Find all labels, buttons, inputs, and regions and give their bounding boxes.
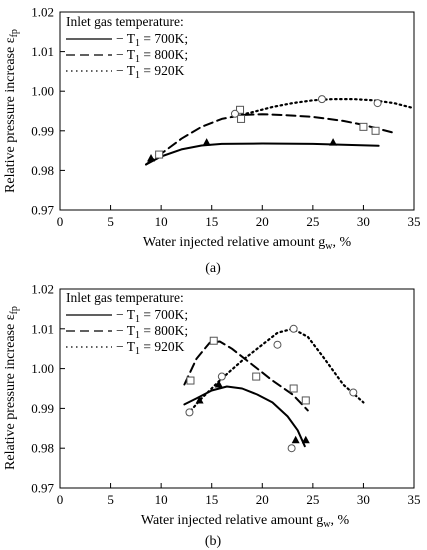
- legend-entry: − T1 = 800K;: [116, 47, 188, 65]
- legend-entry: − T1 = 920K: [116, 63, 185, 81]
- y-tick-label: 0.99: [31, 401, 54, 416]
- fit-line-dashed: [145, 113, 395, 166]
- square-marker: [252, 372, 261, 381]
- triangle-marker: [301, 435, 310, 444]
- fit-line-solid: [183, 385, 306, 448]
- circle-marker: [349, 388, 358, 397]
- x-tick-label: 5: [107, 492, 114, 507]
- y-tick-label: 1.01: [31, 321, 54, 336]
- y-axis-label-a: Relative pressure increase εfp: [3, 29, 20, 193]
- square-marker: [371, 126, 380, 135]
- y-tick-label: 0.99: [31, 123, 54, 138]
- x-tick-label: 10: [155, 214, 168, 229]
- y-tick-label: 1.00: [31, 84, 54, 99]
- y-axis-label-b: Relative pressure increase εfp: [3, 306, 20, 470]
- x-tick-label: 0: [57, 492, 64, 507]
- fit-line-solid: [145, 142, 380, 166]
- square-marker: [236, 105, 245, 114]
- triangle-marker: [291, 435, 300, 444]
- circle-marker: [273, 340, 282, 349]
- axis-ticks-a: 0 5 10 15 20 25 30 35 0.97 0.98 0.99 1.00 1.01 1.02: [31, 5, 420, 230]
- triangle-marker: [195, 395, 204, 404]
- square-marker: [209, 336, 218, 345]
- x-axis-label-a: Water injected relative amount gw, %: [143, 235, 352, 252]
- square-marker: [237, 114, 246, 123]
- x-tick-label: 35: [408, 214, 421, 229]
- y-tick-label: 1.01: [31, 44, 54, 59]
- legend-entry: − T1 = 800K;: [116, 323, 188, 341]
- square-marker: [359, 122, 368, 131]
- triangle-marker: [202, 138, 211, 146]
- square-marker: [301, 396, 310, 405]
- y-tick-label: 0.97: [31, 481, 54, 496]
- x-axis-label-b: Water injected relative amount gw, %: [141, 513, 350, 530]
- y-tick-label: 0.98: [31, 163, 54, 178]
- x-tick-label: 30: [357, 492, 370, 507]
- plot-frame-a: [59, 11, 415, 211]
- x-tick-label: 0: [57, 214, 64, 229]
- fit-line-dotted: [230, 97, 416, 119]
- x-tick-label: 25: [306, 492, 319, 507]
- legend-entry: − T1 = 700K;: [116, 31, 188, 49]
- y-tick-label: 0.98: [31, 441, 54, 456]
- circle-marker: [230, 109, 239, 118]
- square-marker: [186, 376, 195, 385]
- legend-title: Inlet gas temperature:: [66, 14, 184, 29]
- plot-frame-b: [59, 288, 415, 489]
- y-tick-label: 1.00: [31, 361, 54, 376]
- triangle-marker: [147, 154, 156, 162]
- fit-line-dashed: [183, 340, 309, 412]
- x-tick-label: 15: [205, 492, 218, 507]
- x-tick-label: 15: [205, 214, 218, 229]
- caption-b: (b): [205, 534, 222, 549]
- square-marker: [155, 150, 164, 159]
- x-tick-label: 20: [256, 214, 269, 229]
- legend-entry: − T1 = 700K;: [116, 307, 188, 325]
- axis-ticks-b: 0 5 10 15 20 25 30 35 0.97 0.98 0.99 1.00 1.01 1.02: [31, 282, 420, 508]
- legend-entry: − T1 = 920K: [116, 339, 185, 357]
- circle-marker: [185, 408, 194, 417]
- y-tick-label: 1.02: [31, 282, 54, 297]
- data-markers-a: [147, 95, 382, 162]
- circle-marker: [289, 324, 298, 333]
- y-tick-label: 0.97: [31, 203, 54, 218]
- y-tick-label: 1.02: [31, 5, 54, 20]
- circle-marker: [217, 372, 226, 381]
- legend-b: Inlet gas temperature:− T1 = 700K;− T1 =…: [66, 290, 188, 357]
- fit-curves-b: [183, 327, 365, 448]
- panel-a: 0 5 10 15 20 25 30 35 0.97 0.98 0.99 1.00 1.01 1.02 I…: [3, 5, 421, 277]
- x-tick-label: 30: [357, 214, 370, 229]
- circle-marker: [287, 444, 296, 453]
- triangle-marker: [329, 138, 338, 146]
- x-tick-label: 20: [256, 492, 269, 507]
- x-tick-label: 35: [408, 492, 421, 507]
- x-tick-label: 10: [155, 492, 168, 507]
- data-markers-b: [185, 324, 358, 453]
- x-tick-label: 5: [107, 214, 114, 229]
- legend-title: Inlet gas temperature:: [66, 290, 184, 305]
- caption-a: (a): [205, 261, 221, 276]
- circle-marker: [373, 99, 382, 108]
- x-tick-label: 25: [306, 214, 319, 229]
- circle-marker: [317, 95, 326, 104]
- triangle-marker: [214, 380, 223, 388]
- square-marker: [289, 384, 298, 393]
- panel-b: 0 5 10 15 20 25 30 35 0.97 0.98 0.99 1.00 1.01 1.02 I…: [3, 282, 421, 550]
- legend-a: Inlet gas temperature:− T1 = 700K;− T1 =…: [66, 14, 188, 81]
- fit-line-dotted: [186, 327, 365, 416]
